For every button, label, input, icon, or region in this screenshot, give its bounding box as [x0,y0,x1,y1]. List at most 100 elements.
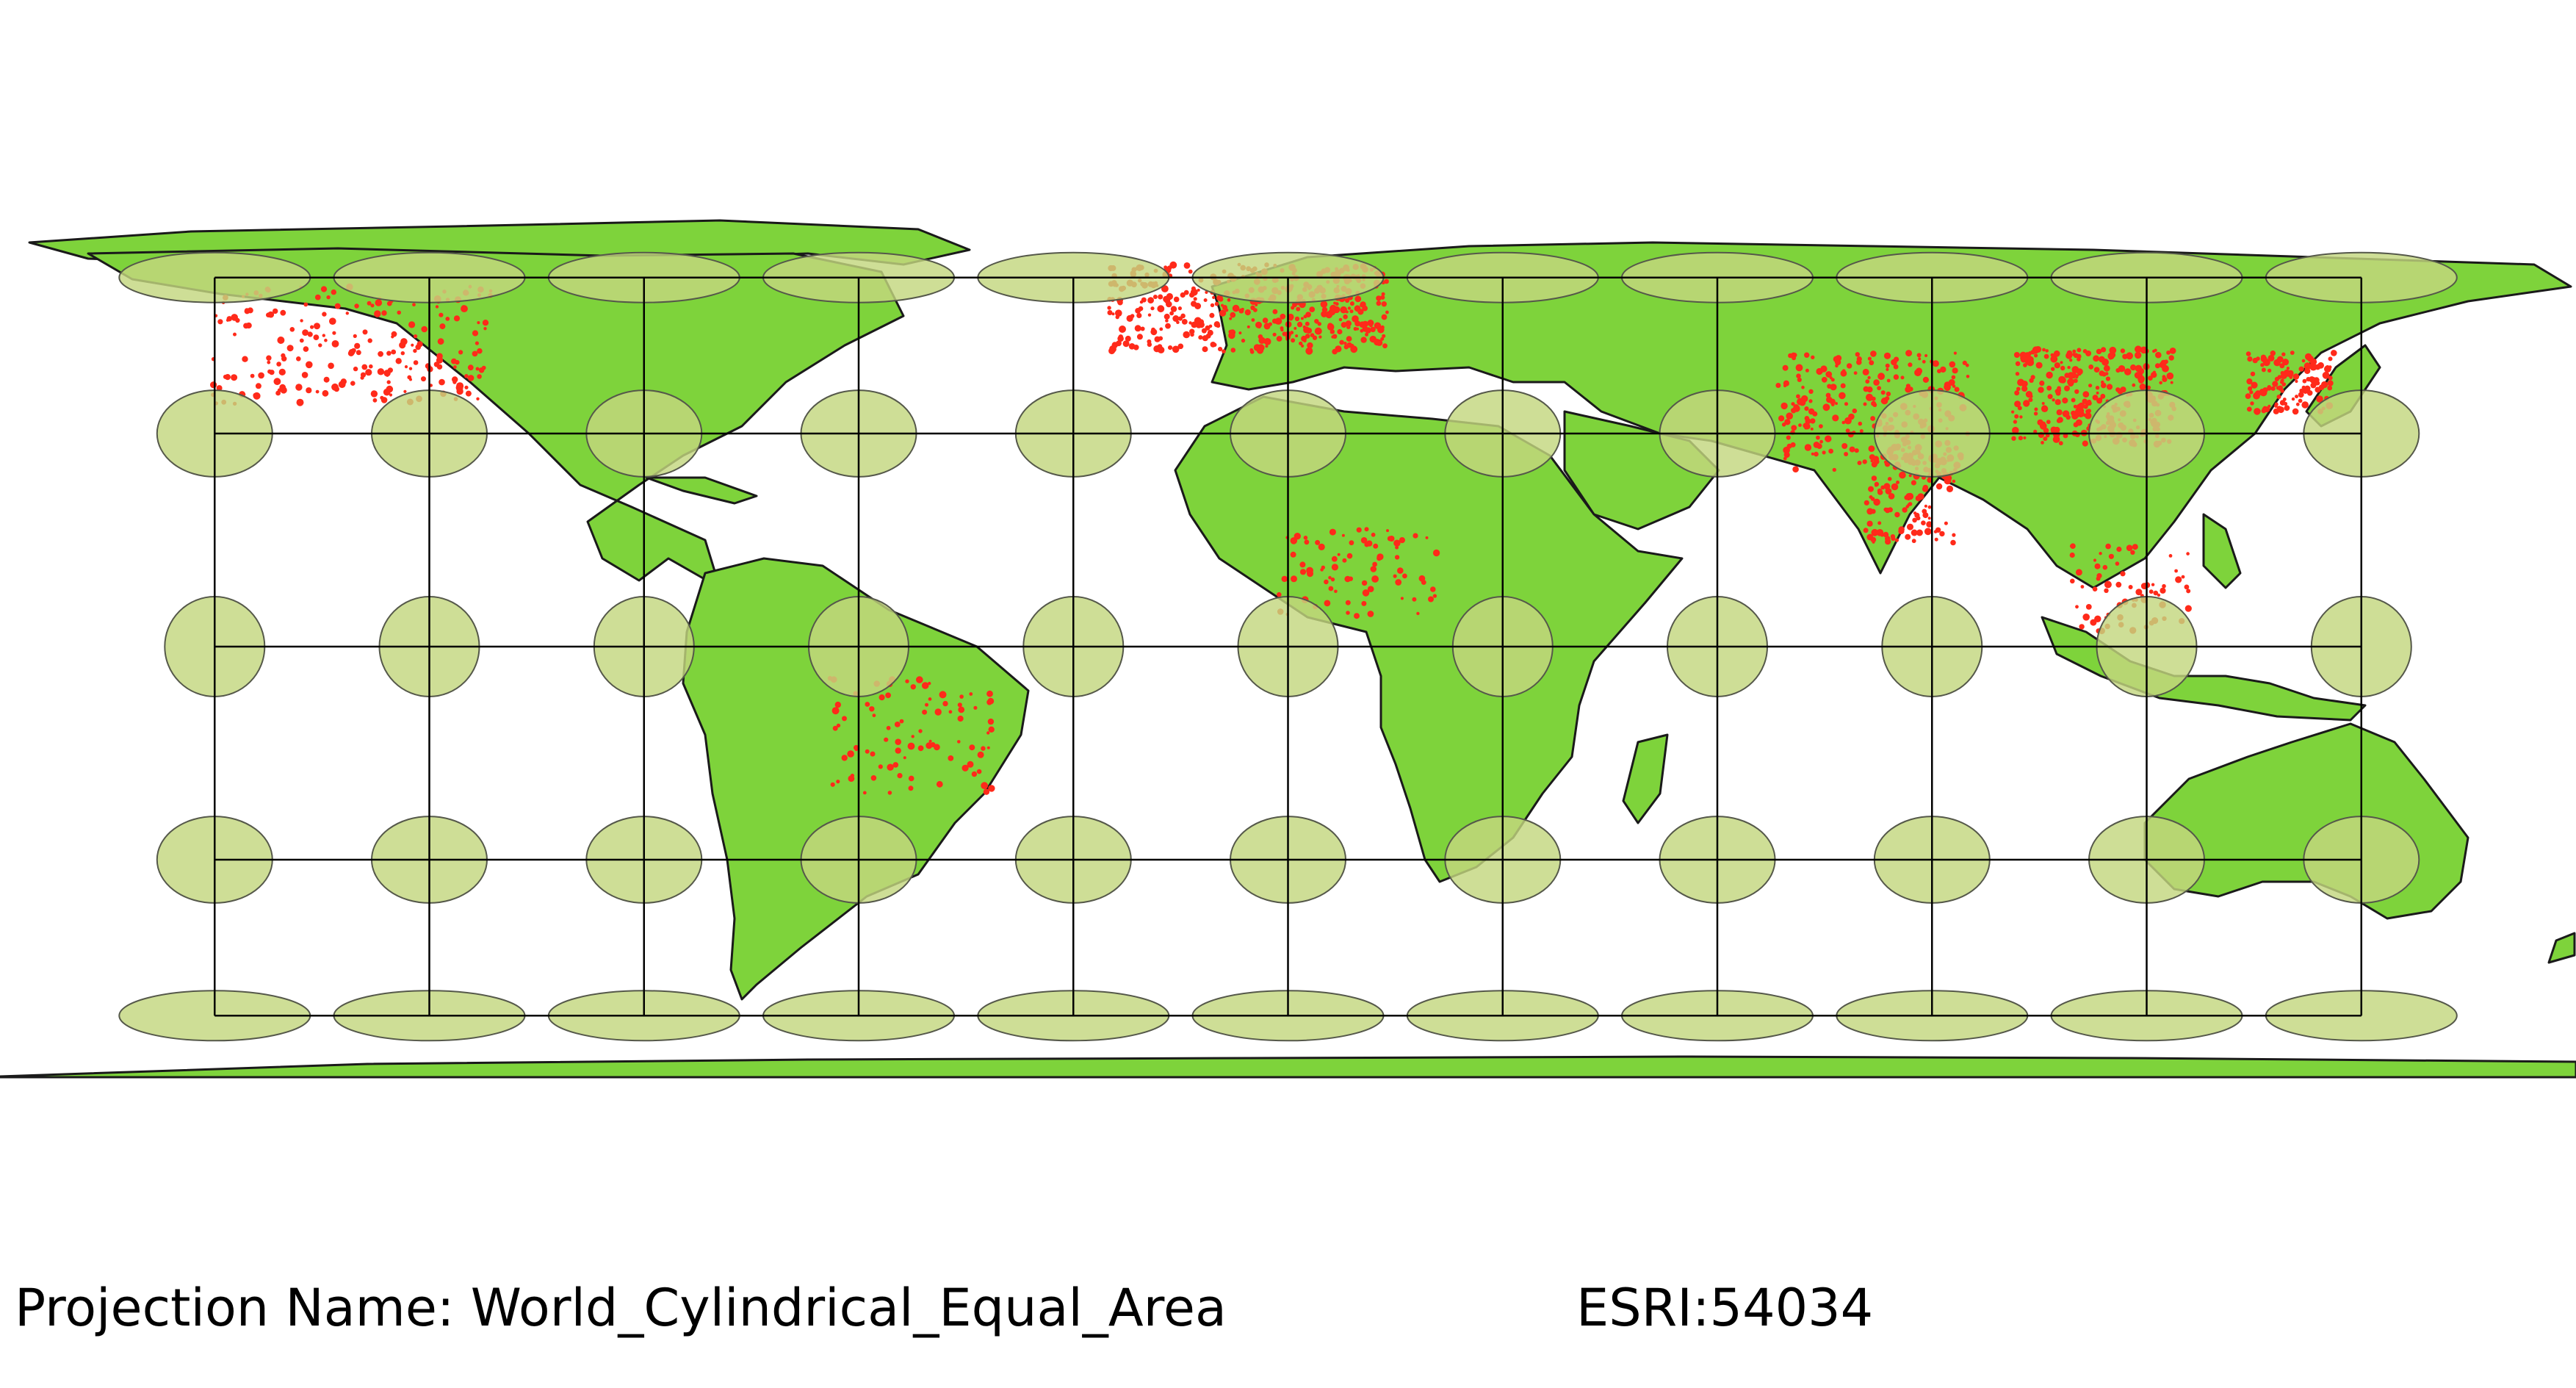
populated-place-point [2105,543,2111,550]
populated-place-point [391,331,397,337]
populated-place-point [2115,581,2122,588]
populated-place-point [1315,539,1321,545]
populated-place-point [1953,351,1957,355]
populated-place-point [2159,381,2162,385]
populated-place-point [1183,290,1189,295]
populated-place-point [1927,517,1931,520]
populated-place-point [1432,549,1440,557]
populated-place-point [380,397,388,403]
populated-place-point [948,710,953,714]
populated-place-point [1280,328,1284,332]
populated-place-point [2070,372,2077,379]
populated-place-point [1873,403,1877,408]
populated-place-point [2272,381,2279,387]
populated-place-point [295,384,303,391]
populated-place-point [2115,561,2120,566]
populated-place-point [2060,365,2066,371]
populated-place-point [2021,385,2028,392]
populated-place-point [1841,443,1848,449]
populated-place-point [1251,318,1255,322]
populated-place-point [1370,566,1377,572]
populated-place-point [1263,323,1271,330]
populated-place-point [1816,367,1823,375]
populated-place-point [458,350,463,355]
populated-place-point [2082,349,2088,353]
populated-place-point [1804,444,1812,451]
populated-place-point [1847,363,1852,369]
populated-place-point [2078,402,2085,409]
populated-place-point [1290,331,1294,335]
populated-place-point [1830,378,1835,382]
populated-place-point [2060,377,2066,384]
populated-place-point [1382,334,1386,338]
populated-place-point [362,329,368,335]
populated-place-point [1814,451,1819,457]
populated-place-point [1337,328,1343,335]
populated-place-point [1350,345,1358,353]
populated-place-point [1952,479,1956,483]
populated-place-point [2260,354,2267,360]
populated-place-point [2252,385,2256,389]
populated-place-point [2328,356,2333,362]
populated-place-point [1177,343,1184,350]
populated-place-point [2154,363,2160,369]
populated-place-point [1253,344,1261,351]
populated-place-point [475,341,480,345]
populated-place-point [461,305,466,309]
populated-place-point [2126,544,2133,551]
populated-place-point [2152,349,2156,353]
populated-place-point [2245,393,2251,399]
populated-place-point [957,702,962,708]
populated-place-point [2015,372,2020,376]
populated-place-point [1913,511,1917,515]
populated-place-point [1381,314,1388,320]
populated-place-point [926,742,933,749]
populated-place-point [409,378,412,381]
populated-place-point [969,744,975,751]
populated-place-point [333,386,339,392]
populated-place-point [1345,320,1352,327]
populated-place-point [2128,585,2133,589]
populated-place-point [1868,486,1874,492]
populated-place-point [395,358,402,364]
populated-place-point [1321,565,1326,569]
populated-place-point [1165,323,1171,329]
populated-place-point [2051,367,2055,371]
populated-place-point [2071,398,2076,403]
populated-place-point [1366,540,1373,547]
populated-place-point [1299,569,1307,575]
populated-place-point [2169,348,2176,354]
populated-place-point [2254,408,2261,415]
populated-place-point [2135,345,2142,353]
populated-place-point [452,380,457,384]
populated-place-point [1197,288,1200,292]
populated-place-point [1791,352,1797,358]
populated-place-point [1781,402,1788,410]
populated-place-point [1877,386,1882,391]
populated-place-point [435,305,439,309]
populated-place-point [1965,363,1969,367]
populated-place-point [421,326,427,333]
populated-place-point [353,366,358,372]
populated-place-point [296,398,304,406]
populated-place-point [389,393,393,397]
populated-place-point [2262,359,2270,367]
populated-place-point [988,785,995,792]
populated-place-point [1362,305,1368,312]
populated-place-point [2025,391,2032,398]
populated-place-point [1288,316,1294,321]
populated-place-point [1305,334,1310,339]
populated-place-point [1870,508,1876,514]
populated-place-point [1166,301,1172,308]
populated-place-point [1377,555,1382,561]
populated-place-point [1916,353,1922,358]
populated-place-point [1371,532,1376,537]
populated-place-point [1372,561,1377,567]
populated-place-point [1249,350,1255,354]
populated-place-point [962,764,969,772]
populated-place-point [2100,393,2106,399]
populated-place-point [2249,390,2254,395]
populated-place-point [1291,306,1295,310]
populated-place-point [1832,414,1839,422]
populated-place-point [253,392,261,400]
